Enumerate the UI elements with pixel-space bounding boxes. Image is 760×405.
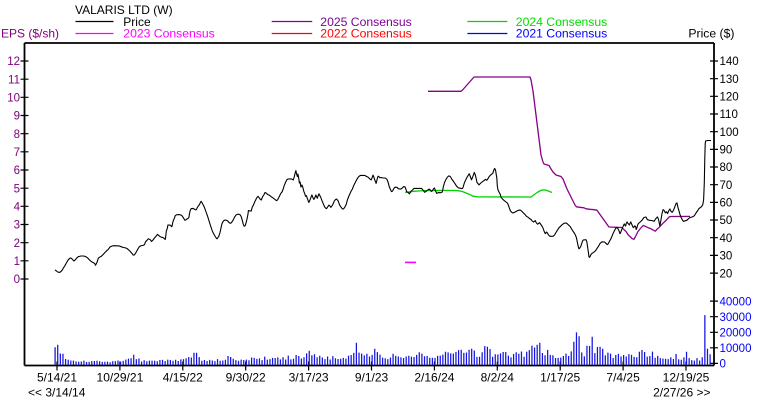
- svg-text:8/2/24: 8/2/24: [481, 371, 515, 385]
- svg-text:6: 6: [14, 165, 20, 177]
- svg-text:3: 3: [14, 220, 20, 232]
- svg-text:0: 0: [14, 274, 20, 286]
- svg-text:<< 3/14/14: << 3/14/14: [28, 386, 86, 400]
- svg-text:40000: 40000: [720, 296, 752, 308]
- svg-text:1: 1: [14, 256, 20, 268]
- svg-text:Price: Price: [123, 15, 151, 29]
- svg-text:4/15/22: 4/15/22: [163, 371, 203, 385]
- svg-text:4: 4: [14, 202, 21, 214]
- svg-text:2/27/26 >>: 2/27/26 >>: [653, 386, 710, 400]
- svg-text:5: 5: [14, 183, 20, 195]
- svg-text:2023 Consensus: 2023 Consensus: [123, 27, 214, 41]
- svg-text:60: 60: [720, 198, 733, 210]
- svg-text:140: 140: [720, 56, 739, 68]
- svg-text:90: 90: [720, 145, 733, 157]
- svg-text:VALARIS LTD (W): VALARIS LTD (W): [75, 3, 173, 17]
- svg-text:110: 110: [720, 109, 738, 121]
- svg-text:10/29/21: 10/29/21: [97, 371, 144, 385]
- svg-text:EPS ($/sh): EPS ($/sh): [1, 27, 59, 41]
- svg-text:20: 20: [720, 268, 733, 280]
- svg-text:12/19/25: 12/19/25: [663, 371, 710, 385]
- svg-text:8: 8: [14, 129, 20, 141]
- svg-text:50: 50: [720, 215, 733, 227]
- svg-text:0: 0: [720, 359, 726, 371]
- svg-text:10: 10: [7, 93, 20, 105]
- svg-text:80: 80: [720, 162, 733, 174]
- svg-text:9/1/23: 9/1/23: [355, 371, 389, 385]
- svg-text:130: 130: [720, 74, 739, 86]
- svg-text:70: 70: [720, 180, 733, 192]
- svg-text:12: 12: [7, 56, 20, 68]
- svg-text:9: 9: [14, 111, 20, 123]
- svg-text:30: 30: [720, 251, 733, 263]
- svg-text:2: 2: [14, 238, 20, 250]
- svg-text:5/14/21: 5/14/21: [37, 371, 77, 385]
- svg-text:2024 Consensus: 2024 Consensus: [516, 15, 607, 29]
- svg-text:2022 Consensus: 2022 Consensus: [320, 27, 411, 41]
- svg-text:2/16/24: 2/16/24: [414, 371, 454, 385]
- svg-text:10000: 10000: [720, 343, 752, 355]
- svg-text:9/30/22: 9/30/22: [226, 371, 266, 385]
- svg-text:11: 11: [8, 74, 20, 86]
- svg-text:Price ($): Price ($): [688, 27, 734, 41]
- svg-text:2021 Consensus: 2021 Consensus: [516, 27, 607, 41]
- svg-text:2025 Consensus: 2025 Consensus: [320, 15, 411, 29]
- svg-text:7/4/25: 7/4/25: [606, 371, 640, 385]
- svg-text:100: 100: [720, 127, 739, 139]
- svg-text:3/17/23: 3/17/23: [289, 371, 329, 385]
- svg-text:20000: 20000: [720, 328, 752, 340]
- svg-text:7: 7: [14, 147, 20, 159]
- svg-text:120: 120: [720, 92, 739, 104]
- svg-text:30000: 30000: [720, 312, 752, 324]
- svg-text:1/17/25: 1/17/25: [540, 371, 580, 385]
- svg-text:40: 40: [720, 233, 733, 245]
